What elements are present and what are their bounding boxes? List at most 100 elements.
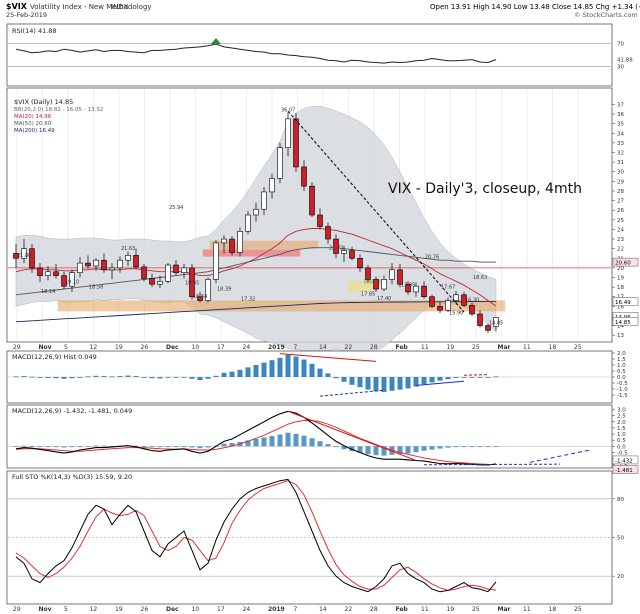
price-tick-label: 26 [617,208,624,214]
histogram-bar [117,376,123,377]
price-point-label: 18.05 [185,281,199,287]
rsi-legend: RSI(14) 41.88 [12,27,57,35]
candle [205,277,211,303]
macd-histogram-bar [77,446,83,448]
histogram-bar [133,376,139,377]
histogram-bar [229,371,235,377]
histogram-bar [365,377,371,390]
histogram-bar [325,373,331,377]
copyright-credit: © StockCharts.com [574,11,638,19]
candle [413,282,419,297]
macd-histogram-bar [485,446,491,448]
macd-histogram-bar [245,440,251,447]
macd-histogram-bar [461,446,467,448]
macd-histogram-bar [477,446,483,448]
macd-histogram-bar [221,443,227,447]
candle [197,291,203,303]
candle-body [45,271,51,276]
candle [165,263,171,284]
macd-projection-blue [529,449,591,463]
price-point-label: 25.94 [169,205,183,211]
candle-body [333,238,339,254]
price-tick-label: 16 [617,304,624,310]
candle [397,264,403,288]
candle [317,208,323,230]
histogram-tick-label: 1.0 [617,363,626,369]
price-tick-label: 19 [617,276,624,282]
candle-body [341,250,347,254]
price-tick-label: 37 [617,102,624,108]
candle [13,243,19,268]
ma200-line [15,301,496,323]
candle-body [157,281,163,285]
green-gap-zone [363,279,381,284]
candle [341,245,347,263]
x-axis-label: 28 [370,606,378,613]
candle-body [445,300,451,311]
macd-value-tag: -1.432 [615,458,633,464]
candle-body [181,267,187,273]
macd-histogram-bar [21,445,27,447]
x-axis-label: 2019 [268,606,285,613]
histogram-bar [197,377,203,380]
histogram-bar [141,377,147,378]
macd-tick-label: 1.0 [617,432,626,438]
macd-histogram-bar [189,446,195,448]
macd-histogram-bar [69,446,75,448]
candle-body [189,267,195,298]
macd-tick-label: 3.0 [617,407,626,413]
histogram-bar [213,375,219,377]
price-tick-label: 32 [617,151,624,157]
x-axis-label: 22 [345,606,353,613]
histogram-bar [453,377,459,378]
x-axis-label: 18 [549,344,557,351]
histogram-bar [469,377,475,378]
candle-body [293,118,299,168]
macd-trend-red [287,410,417,461]
macd-signal-line [15,420,497,465]
macd-histogram-bar [341,446,347,450]
histogram-bar [357,377,363,388]
histogram-bar [373,377,379,392]
histogram-bar [405,377,411,389]
histogram-bar [317,368,323,377]
candle-body [149,278,155,285]
price-tick-label: 33 [617,141,624,147]
histogram-tick-label: 2.0 [617,351,626,357]
candle [429,294,435,309]
price-point-label: 15.90 [449,310,463,316]
macd-histogram-bar [373,446,379,456]
x-axis-label: 14 [319,344,327,351]
price-tag: 20.60 [615,261,631,267]
candle [445,297,451,313]
macd-histogram-bar [285,432,291,447]
histogram-bar [429,377,435,383]
macd-histogram-bar [101,445,107,447]
yellow-gap-zone [347,281,373,293]
candle [285,112,291,157]
candle [141,264,147,282]
histogram-bar [333,377,339,379]
candle-body [477,313,483,326]
x-axis-label: Feb [396,344,409,351]
candle [189,264,195,300]
histogram-trend-red [279,353,377,362]
price-tick-label: 25 [617,218,624,224]
histogram-tick-label: 0.0 [617,375,626,381]
x-axis-label: 25 [472,344,480,351]
quote-summary: Open 13.91 High 14.90 Low 13.48 Close 14… [430,3,640,11]
macd-histogram-bar [53,446,59,448]
price-panel: 21.86 18.14 19.10 18.58 21.63 25.94 18.05 16.64… [6,87,639,353]
histogram-bar [157,377,163,379]
candle [181,264,187,279]
candle [381,275,387,291]
x-axis-label: 2019 [268,344,285,351]
candle-body [53,271,59,276]
candle [277,142,283,184]
x-axis-label: 7 [294,344,298,351]
x-axis-label: 12 [90,344,98,351]
candle [253,202,259,222]
x-axis-label: 26 [141,606,149,613]
candle-body [269,178,275,193]
